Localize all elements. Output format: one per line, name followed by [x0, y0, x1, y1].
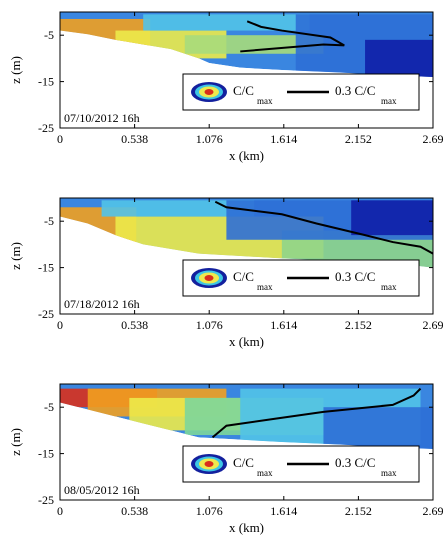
x-tick-label: 1.076: [196, 132, 223, 146]
contour-line: [214, 200, 434, 255]
legend-label-cmax-sub: max: [257, 96, 273, 106]
x-tick-label: 1.614: [270, 504, 297, 518]
x-tick-label: 2.69: [423, 318, 444, 332]
x-axis-label: x (km): [229, 148, 264, 163]
concentration-field: [60, 198, 433, 268]
x-tick-label: 1.076: [196, 318, 223, 332]
legend-swatch-core: [204, 275, 214, 281]
axes-box: [59, 197, 434, 315]
x-ticks: 0 0.538 1.076 1.614 2.152 2.69: [57, 384, 444, 518]
concentration-field: [60, 12, 433, 77]
y-axis-label: z (m): [8, 56, 23, 84]
x-axis-label: x (km): [229, 334, 264, 349]
concentration-band-4: [143, 14, 310, 31]
legend-label-contour-sub: max: [381, 96, 397, 106]
concentration-band-6: [365, 39, 433, 77]
x-tick-label: 1.614: [270, 132, 297, 146]
legend-label-contour: 0.3 C/C: [335, 455, 375, 470]
concentration-band-6: [351, 200, 433, 236]
x-ticks: 0 0.538 1.076 1.614 2.152 2.69: [57, 198, 444, 332]
x-tick-label: 1.076: [196, 504, 223, 518]
concentration-field: [60, 384, 433, 449]
concentration-band-6: [323, 407, 433, 449]
x-tick-label: 0.538: [121, 318, 148, 332]
x-axis-label: x (km): [229, 520, 264, 535]
legend-label-contour-sub: max: [381, 282, 397, 292]
axes-box: [59, 11, 434, 129]
legend-label-cmax-sub: max: [257, 282, 273, 292]
y-ticks: -5 -15 -25: [38, 400, 433, 507]
legend-label-cmax: C/C: [233, 269, 254, 284]
date-label: 07/18/2012 16h: [64, 297, 140, 311]
legend-swatch-core: [204, 461, 214, 467]
y-tick-label: -25: [38, 121, 54, 135]
x-ticks: 0 0.538 1.076 1.614 2.152 2.69: [57, 12, 444, 146]
y-tick-label: -5: [44, 214, 54, 228]
legend-label-contour: 0.3 C/C: [335, 269, 375, 284]
legend-label-contour-sub: max: [381, 468, 397, 478]
x-tick-label: 2.69: [423, 504, 444, 518]
y-axis-label: z (m): [8, 428, 23, 456]
x-tick-label: 0: [57, 132, 63, 146]
axes-box: [59, 383, 434, 501]
legend-label-cmax: C/C: [233, 83, 254, 98]
legend-swatch-core: [204, 89, 214, 95]
date-label: 08/05/2012 16h: [64, 483, 140, 497]
x-tick-label: 0.538: [121, 504, 148, 518]
y-tick-label: -5: [44, 28, 54, 42]
x-tick-label: 2.152: [345, 318, 372, 332]
chart-panel-2: 0 0.538 1.076 1.614 2.152 2.69 -5 -15 -25 x (km) z…: [8, 197, 444, 349]
date-label: 07/10/2012 16h: [64, 111, 140, 125]
legend-label-cmax-sub: max: [257, 468, 273, 478]
x-tick-label: 2.152: [345, 132, 372, 146]
legend-label-cmax: C/C: [233, 455, 254, 470]
y-tick-label: -5: [44, 400, 54, 414]
x-tick-label: 0.538: [121, 132, 148, 146]
y-tick-label: -15: [38, 75, 54, 89]
chart-panel-3: 0 0.538 1.076 1.614 2.152 2.69 -5 -15 -25 x (km) z…: [8, 383, 444, 535]
y-tick-label: -25: [38, 307, 54, 321]
y-axis-label: z (m): [8, 242, 23, 270]
x-tick-label: 0: [57, 318, 63, 332]
y-ticks: -5 -15 -25: [38, 28, 433, 135]
y-tick-label: -15: [38, 447, 54, 461]
y-ticks: -5 -15 -25: [38, 214, 433, 321]
contour-line: [240, 20, 345, 53]
concentration-band-3: [184, 35, 324, 54]
contour-line: [211, 387, 422, 439]
x-tick-label: 2.69: [423, 132, 444, 146]
concentration-band-4: [101, 200, 255, 217]
y-tick-label: -25: [38, 493, 54, 507]
legend-label-contour: 0.3 C/C: [335, 83, 375, 98]
x-tick-label: 1.614: [270, 318, 297, 332]
chart-panel-1: 0 0.538 1.076 1.614 2.152 2.69 -5 -15 -25 x (km) z…: [8, 11, 444, 163]
x-tick-label: 0: [57, 504, 63, 518]
x-tick-label: 2.152: [345, 504, 372, 518]
y-tick-label: -15: [38, 261, 54, 275]
